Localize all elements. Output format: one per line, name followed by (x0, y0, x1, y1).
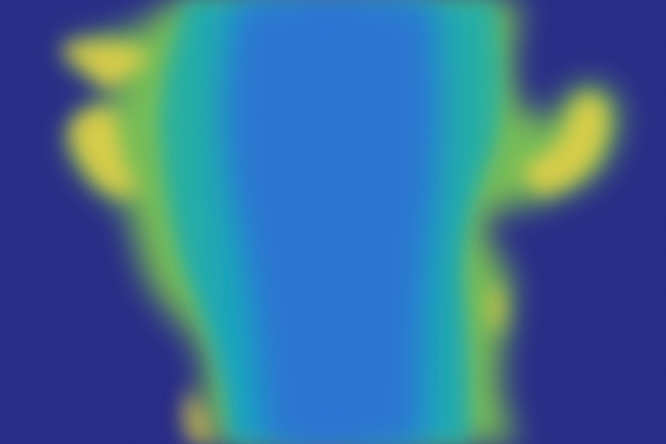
thermal-image-viewport (0, 0, 666, 444)
thermal-image (0, 0, 666, 444)
sensor-noise (0, 0, 666, 444)
